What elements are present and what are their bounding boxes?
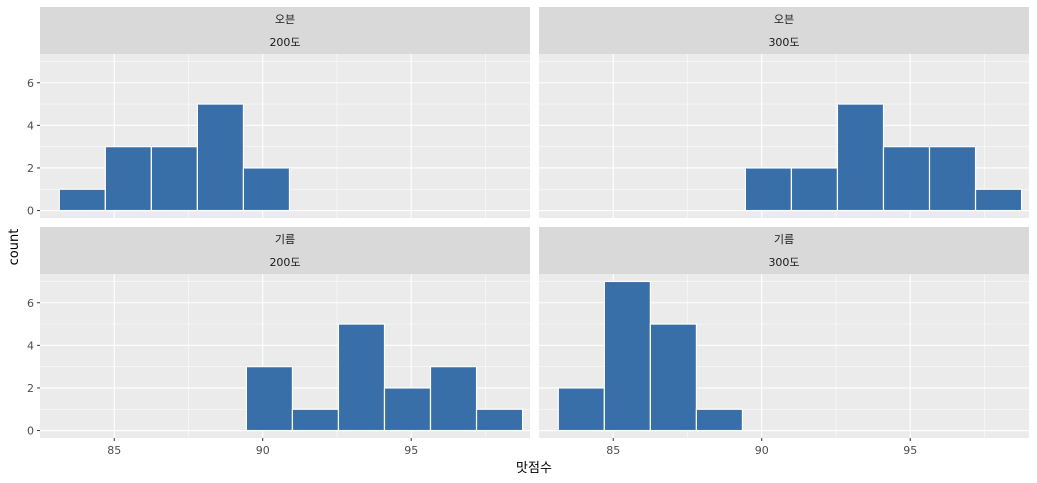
y-tick-label: 4 [27,339,34,352]
y-tick-label: 2 [27,382,34,395]
x-axis-title: 맛점수 [516,461,552,476]
x-tick-label: 95 [404,444,418,457]
histogram-bar [475,408,524,432]
facet-strip-label: 기름 [774,233,794,246]
histogram-bar [429,366,478,432]
x-tick-label: 95 [903,444,917,457]
y-axis-title: count [7,229,22,266]
x-tick-label: 90 [256,444,270,457]
histogram-bar [291,408,340,432]
facet-strip [40,227,530,274]
facet-panel: 기름 200도 0 2 4 6 85 90 95 [27,227,530,457]
facet-strip-label: 기름 [275,233,295,246]
histogram-bar [245,366,294,432]
facet-strip-label: 300도 [768,36,799,49]
facet-strip [539,7,1029,54]
y-tick-label: 4 [27,119,34,132]
facet-strip-label: 200도 [269,36,300,49]
histogram-bar [603,280,651,432]
y-tick-label: 6 [27,77,34,90]
histogram-bar [383,387,432,432]
facet-strip-label: 200도 [269,256,300,269]
y-tick-label: 2 [27,162,34,175]
x-tick-label: 85 [606,444,620,457]
histogram-bar [58,188,106,212]
histogram-bar [104,146,152,212]
histogram-bar [974,188,1023,212]
facet-strip [539,227,1029,274]
histogram-bar [790,167,839,212]
x-tick-label: 90 [755,444,769,457]
facet-strip-label: 300도 [768,256,799,269]
histogram-bar [196,103,245,212]
histogram-bar [744,167,793,212]
x-tick-label: 85 [107,444,121,457]
facet-strip-label: 오븐 [275,13,295,26]
histogram-bar [695,408,744,432]
y-tick-label: 0 [27,205,34,218]
facet-panel: 기름 300도 85 90 95 [539,227,1029,457]
y-tick-label: 6 [27,297,34,310]
histogram-bar [882,146,931,212]
facet-panel: 오븐 300도 [539,7,1029,218]
facet-strip [40,7,530,54]
histogram-bar [649,323,697,432]
histogram-bar [928,146,977,212]
histogram-bar [557,387,605,432]
y-tick-label: 0 [27,425,34,438]
histogram-bar [150,146,198,212]
histogram-bar [337,323,386,432]
histogram-bar [242,167,291,212]
facet-strip-label: 오븐 [774,13,794,26]
facet-panel: 오븐 200도 0 2 4 6 [27,7,530,218]
histogram-bar [836,103,885,212]
